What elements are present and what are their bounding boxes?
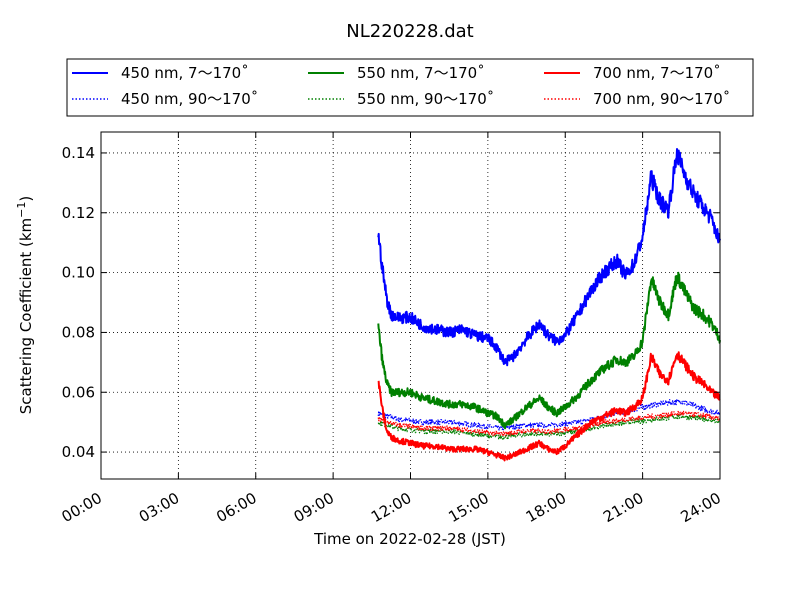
x-tick-label: 21:00 [600, 489, 646, 526]
x-tick-label: 00:00 [59, 489, 105, 526]
legend: 450 nm, 7～170˚ 450 nm, 90～170˚ 550 nm, 7～1… [66, 58, 754, 117]
series-line [377, 148, 721, 367]
legend-label: 450 nm, 90～170˚ [121, 90, 258, 108]
series-line [377, 413, 721, 440]
legend-label: 700 nm, 90～170˚ [593, 90, 730, 108]
y-tick-label: 0.10 [62, 264, 95, 282]
legend-label: 550 nm, 90～170˚ [357, 90, 494, 108]
plot-area: 00:00 03:00 06:00 09:00 12:00 15:00 18:00 21:00… [59, 131, 724, 526]
y-tick-label: 0.06 [62, 383, 95, 401]
x-tick-label: 06:00 [213, 489, 259, 526]
chart-title: NL220228.dat [346, 21, 473, 42]
legend-label: 700 nm, 7～170˚ [593, 64, 721, 82]
x-tick-label: 12:00 [368, 489, 414, 526]
y-tick-label: 0.04 [62, 443, 95, 461]
series-line [377, 398, 721, 431]
y-tick-label: 0.12 [62, 204, 95, 222]
legend-frame [66, 58, 754, 117]
legend-label: 550 nm, 7～170˚ [357, 64, 485, 82]
x-tick-label: 18:00 [523, 489, 569, 526]
x-tick-label: 03:00 [136, 489, 182, 526]
y-tick-label: 0.14 [62, 144, 95, 162]
y-tick-label: 0.08 [62, 323, 95, 341]
series-line [377, 351, 721, 462]
y-axis-label: Scattering Coefficient (km−1) [15, 196, 35, 415]
series-layer [377, 148, 721, 462]
legend-label: 450 nm, 7～170˚ [121, 64, 249, 82]
x-axis-label: Time on 2022-02-28 (JST) [313, 530, 506, 548]
x-tick-label: 24:00 [678, 489, 724, 526]
series-line [377, 271, 721, 430]
x-tick-label: 15:00 [445, 489, 491, 526]
x-tick-label: 09:00 [291, 489, 337, 526]
